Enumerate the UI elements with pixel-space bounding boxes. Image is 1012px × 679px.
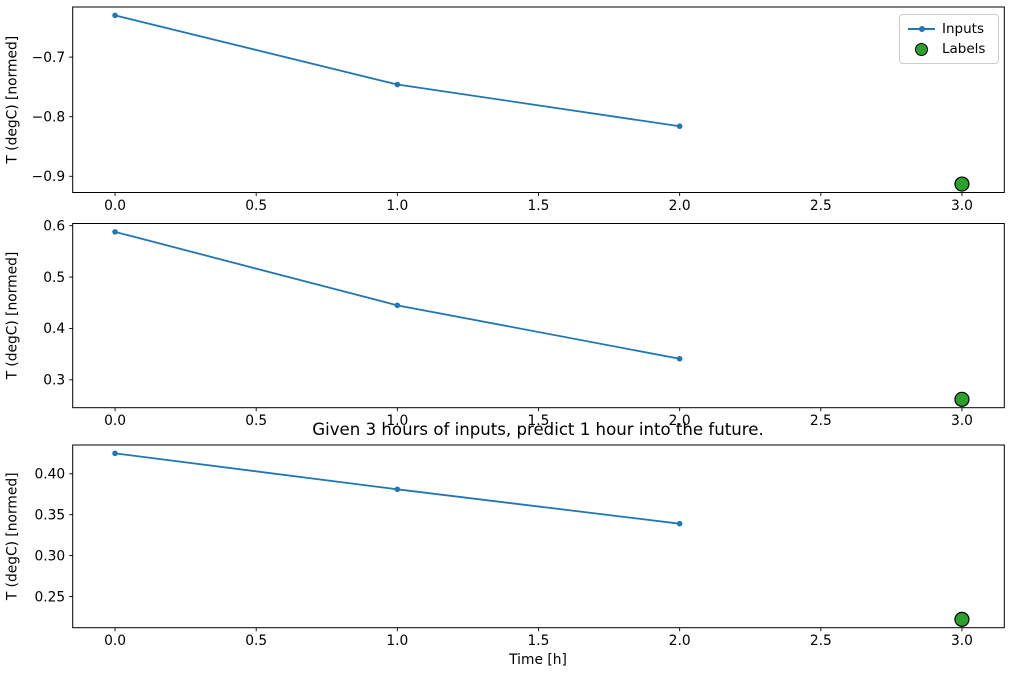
y-tick-label: −0.9 <box>32 169 66 185</box>
legend: Inputs Labels <box>899 14 999 64</box>
inputs-marker <box>394 81 401 88</box>
x-tick-label: 0.5 <box>245 198 267 214</box>
inputs-marker <box>676 123 683 130</box>
x-tick-label: 1.5 <box>528 413 550 429</box>
legend-entry-labels: Labels <box>908 39 990 59</box>
y-tick-label: 0.25 <box>34 589 65 605</box>
x-tick-label: 3.0 <box>951 413 973 429</box>
x-tick-label: 0.0 <box>104 413 126 429</box>
subplot-2: 0.0 0.5 1.0 1.5 2.0 2.5 3.0 0.3 0.4 0.5 0.6 T (degC… <box>5 219 1005 429</box>
x-tick-label: 0.5 <box>245 413 267 429</box>
x-tick-label: 0.0 <box>104 198 126 214</box>
inputs-marker <box>676 355 683 362</box>
inputs-marker <box>394 486 401 493</box>
inputs-marker <box>112 450 118 457</box>
x-tick-label: 3.0 <box>951 633 973 649</box>
x-tick-label: 2.5 <box>810 633 832 649</box>
x-tick-label: 1.5 <box>528 198 550 214</box>
inputs-marker <box>112 229 118 235</box>
inputs-line-icon <box>908 19 935 39</box>
x-tick-label: 2.0 <box>669 413 691 429</box>
labels-point <box>954 391 970 407</box>
legend-entry-inputs: Inputs <box>908 19 990 39</box>
y-tick-label: 0.6 <box>43 219 65 235</box>
legend-label-labels: Labels <box>942 41 986 57</box>
inputs-marker <box>676 520 683 527</box>
labels-point <box>954 176 970 192</box>
y-tick-label: −0.7 <box>32 50 66 66</box>
y-axis-label: T (degC) [normed] <box>5 36 21 165</box>
inputs-marker <box>112 12 118 19</box>
x-tick-label: 1.0 <box>386 633 408 649</box>
x-tick-label: 3.0 <box>951 198 973 214</box>
figure-title: Given 3 hours of inputs, predict 1 hour … <box>312 420 764 439</box>
legend-line-dot-sample <box>918 26 925 32</box>
y-tick-label: 0.35 <box>34 507 65 523</box>
y-tick-label: 0.40 <box>34 467 65 483</box>
x-tick-label: 1.5 <box>528 633 550 649</box>
inputs-line <box>114 230 681 360</box>
subplot-1: 0.0 0.5 1.0 1.5 2.0 2.5 3.0 −0.9 −0.8 −0.7 T (degC… <box>5 6 1005 214</box>
axes-frame <box>72 444 1005 629</box>
labels-circle-icon <box>908 39 935 59</box>
x-tick-label: 2.5 <box>810 413 832 429</box>
labels-point <box>954 611 970 627</box>
x-axis-label: Time [h] <box>509 652 567 668</box>
inputs-marker <box>394 302 401 309</box>
inputs-line <box>114 14 681 128</box>
x-tick-label: 1.0 <box>386 198 408 214</box>
y-tick-label: 0.4 <box>43 321 65 337</box>
y-tick-label: 0.5 <box>43 270 65 286</box>
x-tick-label: 0.0 <box>104 633 126 649</box>
legend-circle-sample <box>915 43 928 56</box>
x-tick-label: 2.0 <box>669 633 691 649</box>
y-tick-label: 0.3 <box>43 373 65 389</box>
x-tick-label: 2.5 <box>810 198 832 214</box>
y-axis-label: T (degC) [normed] <box>5 252 21 381</box>
y-axis-label: T (degC) [normed] <box>5 473 21 602</box>
axes-frame <box>72 223 1005 409</box>
x-tick-label: 2.0 <box>669 198 691 214</box>
y-tick-label: 0.30 <box>34 548 65 564</box>
x-tick-label: 0.5 <box>245 633 267 649</box>
legend-label-inputs: Inputs <box>942 21 984 37</box>
y-tick-label: −0.8 <box>32 110 66 126</box>
subplot-3: 0.0 0.5 1.0 1.5 2.0 2.5 3.0 0.25 0.30 0.35 0.40 T (… <box>5 444 1005 649</box>
x-tick-label: 1.0 <box>386 413 408 429</box>
axes-frame <box>72 6 1005 193</box>
